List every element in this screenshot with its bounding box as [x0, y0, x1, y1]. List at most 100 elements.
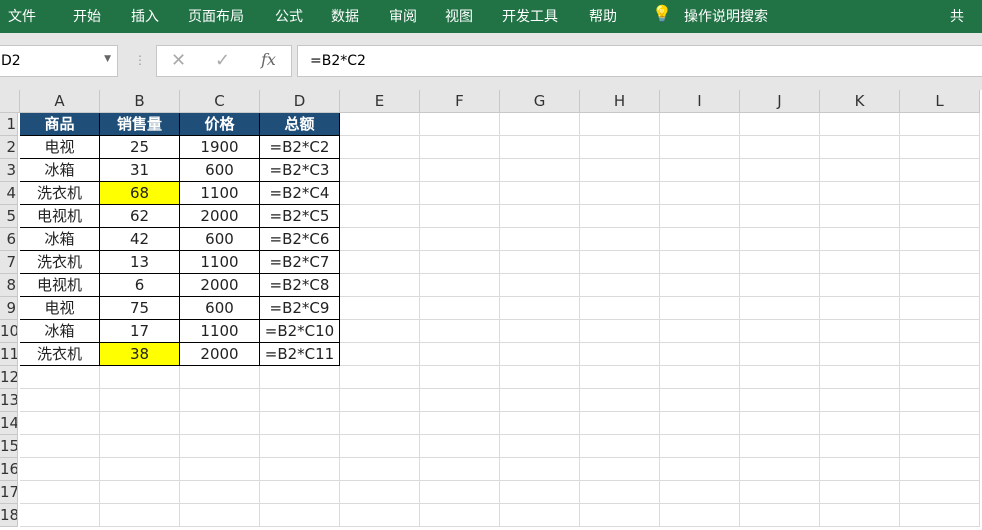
table-cell[interactable]: 75	[100, 297, 180, 320]
ribbon-tab[interactable]: 帮助	[589, 9, 617, 25]
table-cell[interactable]: =B2*C8	[260, 274, 340, 297]
column-header[interactable]: G	[500, 90, 580, 113]
table-cell[interactable]: 电视机	[20, 274, 100, 297]
column-header[interactable]: F	[420, 90, 500, 113]
cell[interactable]	[260, 366, 340, 389]
table-cell[interactable]: 2000	[180, 274, 260, 297]
cell[interactable]	[340, 136, 420, 159]
cell[interactable]	[420, 458, 500, 481]
cell[interactable]	[420, 481, 500, 504]
cell[interactable]	[660, 320, 740, 343]
cell[interactable]	[100, 412, 180, 435]
ribbon-tab[interactable]: 页面布局	[188, 9, 244, 25]
table-cell[interactable]: =B2*C4	[260, 182, 340, 205]
cell[interactable]	[660, 389, 740, 412]
cell[interactable]	[20, 458, 100, 481]
cell[interactable]	[660, 136, 740, 159]
cell[interactable]	[580, 435, 660, 458]
cell[interactable]	[20, 366, 100, 389]
row-header[interactable]: 16	[0, 458, 18, 481]
cell[interactable]	[900, 389, 980, 412]
cell[interactable]	[100, 389, 180, 412]
cell[interactable]	[820, 159, 900, 182]
cell[interactable]	[740, 412, 820, 435]
table-cell[interactable]: =B2*C6	[260, 228, 340, 251]
cell[interactable]	[340, 274, 420, 297]
cell[interactable]	[740, 458, 820, 481]
cell[interactable]	[900, 458, 980, 481]
cell[interactable]	[100, 458, 180, 481]
cell[interactable]	[660, 182, 740, 205]
cell[interactable]	[660, 412, 740, 435]
column-header[interactable]: K	[820, 90, 900, 113]
table-cell[interactable]: 600	[180, 228, 260, 251]
cell[interactable]	[660, 481, 740, 504]
cell[interactable]	[180, 366, 260, 389]
chevron-down-icon[interactable]: ▼	[104, 54, 111, 64]
cell[interactable]	[660, 343, 740, 366]
table-cell[interactable]: 38	[100, 343, 180, 366]
cell[interactable]	[420, 274, 500, 297]
column-header[interactable]: A	[20, 90, 100, 113]
table-cell[interactable]: 6	[100, 274, 180, 297]
cell[interactable]	[180, 458, 260, 481]
column-header[interactable]: E	[340, 90, 420, 113]
cell[interactable]	[580, 113, 660, 136]
cell[interactable]	[340, 159, 420, 182]
cell[interactable]	[660, 113, 740, 136]
table-cell[interactable]: 17	[100, 320, 180, 343]
cell[interactable]	[820, 320, 900, 343]
cell[interactable]	[420, 412, 500, 435]
ribbon-tab[interactable]: 插入	[131, 9, 159, 25]
cell[interactable]	[500, 136, 580, 159]
cell[interactable]	[20, 481, 100, 504]
cell[interactable]	[740, 251, 820, 274]
cell[interactable]	[340, 205, 420, 228]
table-header-cell[interactable]: 商品	[20, 113, 100, 136]
cell[interactable]	[340, 412, 420, 435]
cell[interactable]	[740, 205, 820, 228]
cell[interactable]	[340, 113, 420, 136]
table-cell[interactable]: =B2*C10	[260, 320, 340, 343]
column-header[interactable]: D	[260, 90, 340, 113]
cell[interactable]	[900, 228, 980, 251]
cell[interactable]	[900, 320, 980, 343]
table-cell[interactable]: 62	[100, 205, 180, 228]
cell[interactable]	[420, 435, 500, 458]
cell[interactable]	[740, 389, 820, 412]
cell[interactable]	[340, 458, 420, 481]
cell[interactable]	[900, 274, 980, 297]
cell[interactable]	[660, 435, 740, 458]
cell[interactable]	[740, 159, 820, 182]
cell[interactable]	[500, 274, 580, 297]
row-header[interactable]: 15	[0, 435, 18, 458]
table-cell[interactable]: 1100	[180, 251, 260, 274]
cell[interactable]	[820, 136, 900, 159]
cell[interactable]	[740, 343, 820, 366]
ribbon-tab[interactable]: 开发工具	[502, 9, 558, 25]
cell[interactable]	[500, 481, 580, 504]
cell[interactable]	[900, 297, 980, 320]
cell[interactable]	[820, 343, 900, 366]
cell[interactable]	[820, 481, 900, 504]
table-cell[interactable]: =B2*C9	[260, 297, 340, 320]
cell[interactable]	[420, 366, 500, 389]
cell[interactable]	[740, 228, 820, 251]
row-header[interactable]: 14	[0, 412, 18, 435]
cell[interactable]	[740, 136, 820, 159]
cell[interactable]	[340, 389, 420, 412]
table-cell[interactable]: 电视机	[20, 205, 100, 228]
column-header[interactable]: I	[660, 90, 740, 113]
cell[interactable]	[100, 504, 180, 527]
cell[interactable]	[500, 228, 580, 251]
table-cell[interactable]: 洗衣机	[20, 182, 100, 205]
cell[interactable]	[660, 205, 740, 228]
cell[interactable]	[340, 481, 420, 504]
cell[interactable]	[900, 136, 980, 159]
cell[interactable]	[500, 412, 580, 435]
cell[interactable]	[900, 343, 980, 366]
cell[interactable]	[900, 481, 980, 504]
cell[interactable]	[100, 435, 180, 458]
table-cell[interactable]: 冰箱	[20, 228, 100, 251]
cell[interactable]	[180, 412, 260, 435]
